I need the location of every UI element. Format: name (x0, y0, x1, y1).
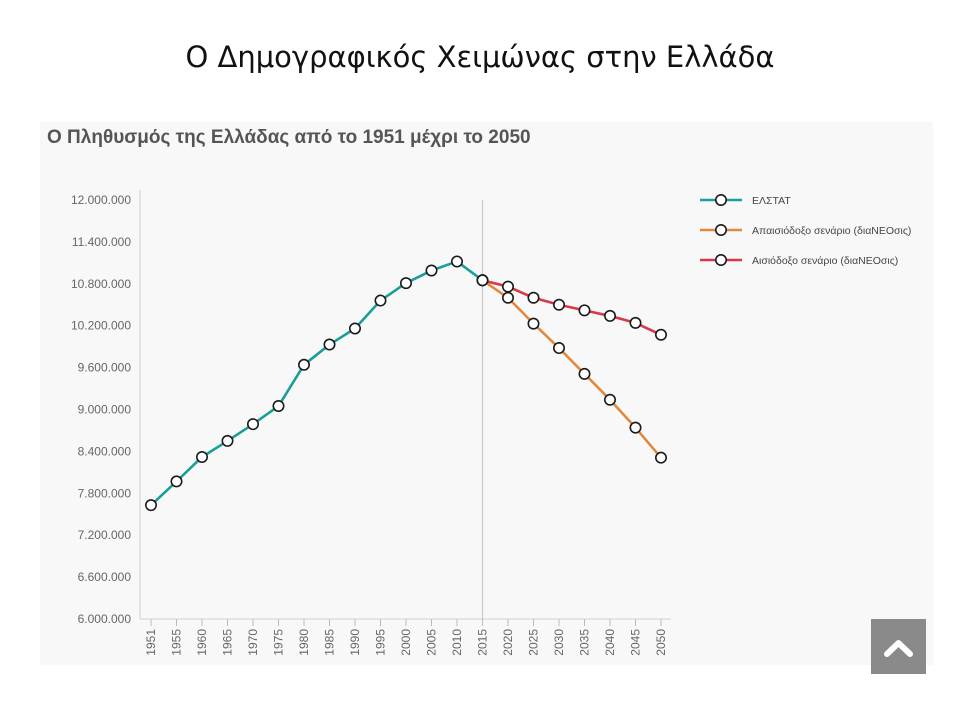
data-point (348, 322, 361, 335)
legend-swatch-marker (714, 224, 727, 237)
data-point (552, 342, 565, 355)
data-point (374, 294, 387, 307)
data-point (654, 451, 667, 464)
x-tick-label: 2005 (425, 629, 439, 656)
legend-label: Αισιόδοξο σενάριο (διαΝΕΟσις) (752, 255, 898, 267)
x-tick-label: 1975 (272, 629, 286, 656)
data-point (501, 291, 514, 304)
legend-swatch-marker (714, 254, 727, 267)
series-line (150, 260, 484, 507)
y-tick-label: 9.000.000 (78, 403, 132, 417)
x-tick-label: 2045 (629, 629, 643, 656)
y-tick-label: 6.000.000 (78, 612, 132, 626)
x-tick-label: 1955 (170, 629, 184, 656)
x-tick-label: 2050 (654, 629, 668, 656)
data-point (527, 317, 540, 330)
x-tick-label: 1990 (348, 629, 362, 656)
data-point (629, 421, 642, 434)
data-point (603, 393, 616, 406)
x-tick-label: 1995 (374, 629, 388, 656)
data-point (552, 298, 565, 311)
x-tick-label: 2025 (527, 629, 541, 656)
y-tick-label: 11.400.000 (72, 235, 131, 249)
data-point (297, 358, 310, 371)
x-tick-label: 1951 (144, 629, 158, 656)
chevron-up-icon (884, 640, 913, 657)
x-tick-label: 2010 (450, 629, 464, 656)
data-point (450, 255, 463, 268)
legend-swatch-marker (714, 194, 727, 207)
x-tick-label: 1980 (297, 629, 311, 656)
data-point (476, 274, 489, 287)
y-tick-label: 10.200.000 (71, 319, 131, 333)
data-point (578, 367, 591, 380)
x-tick-label: 2035 (578, 629, 592, 656)
data-point (247, 418, 260, 431)
y-tick-label: 6.600.000 (78, 570, 132, 584)
x-tick-label: 1965 (221, 629, 235, 656)
data-point (578, 304, 591, 317)
x-tick-label: 2020 (501, 629, 515, 656)
x-tick-label: 2015 (476, 629, 490, 656)
x-tick-label: 1985 (323, 629, 337, 656)
x-tick-label: 2040 (603, 629, 617, 656)
x-tick-label: 1960 (195, 629, 209, 656)
y-tick-label: 9.600.000 (78, 361, 132, 375)
chart-title: Ο Πληθυσμός της Ελλάδας από το 1951 μέχρ… (47, 127, 531, 148)
chart-panel (40, 122, 933, 665)
series-line (481, 279, 662, 459)
x-tick-label: 1970 (246, 629, 260, 656)
data-point (272, 400, 285, 413)
data-point (629, 316, 642, 329)
data-point (221, 434, 234, 447)
data-point (527, 291, 540, 304)
legend-label: Απαισιόδοξο σενάριο (διαΝΕΟσις) (752, 225, 911, 237)
data-point (399, 277, 412, 290)
y-tick-label: 10.800.000 (71, 277, 131, 291)
data-point (145, 499, 158, 512)
data-point (170, 475, 183, 488)
data-point (425, 264, 438, 277)
data-point (654, 328, 667, 341)
data-point (501, 280, 514, 293)
y-tick-label: 12.000.000 (71, 193, 131, 207)
y-tick-label: 8.400.000 (78, 444, 132, 458)
x-tick-label: 2030 (552, 629, 566, 656)
scroll-to-top-button[interactable] (871, 619, 926, 674)
x-tick-label: 2000 (399, 629, 413, 656)
data-point (323, 338, 336, 351)
data-point (196, 450, 209, 463)
data-point (603, 309, 616, 322)
legend-label: ΕΛΣΤΑΤ (752, 195, 791, 207)
slide-title: Ο Δημογραφικός Χειμώνας στην Ελλάδα (185, 40, 775, 74)
y-tick-label: 7.200.000 (78, 528, 132, 542)
y-tick-label: 7.800.000 (78, 486, 132, 500)
